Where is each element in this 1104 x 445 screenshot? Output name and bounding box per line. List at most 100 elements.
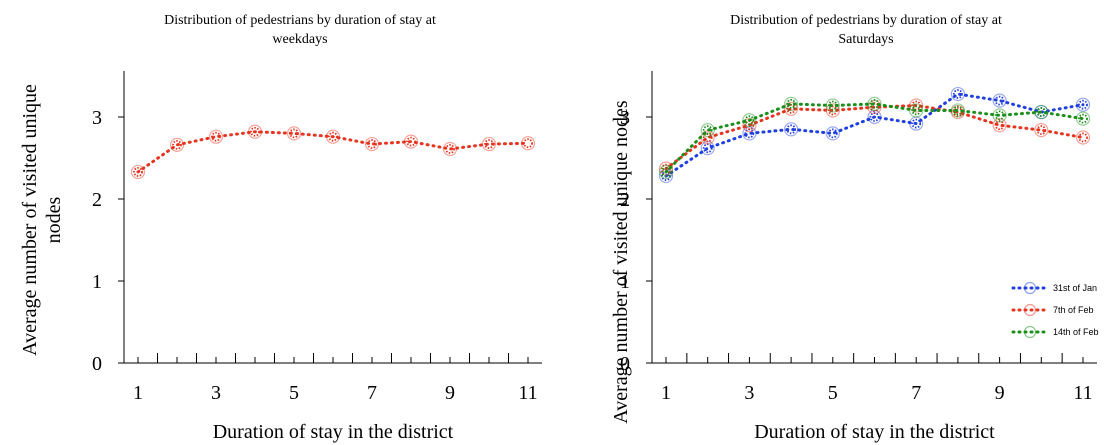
data-point xyxy=(742,126,757,141)
chart-title-line: Distribution of pedestrians by duration … xyxy=(730,13,1002,28)
data-point-inner xyxy=(869,98,880,109)
data-point xyxy=(950,86,966,102)
data-point-inner xyxy=(869,112,880,122)
data-point-inner xyxy=(994,95,1005,106)
legend-swatch-marker xyxy=(1023,303,1037,317)
chart-title-line: weekdays xyxy=(272,32,327,47)
data-point-inner xyxy=(1078,99,1088,110)
data-point-inner xyxy=(911,100,922,111)
data-point-inner xyxy=(250,126,260,137)
legend-swatch-marker xyxy=(1023,325,1037,339)
data-point-inner xyxy=(827,100,838,111)
data-point-inner xyxy=(786,98,796,109)
data-point xyxy=(325,129,341,144)
data-point xyxy=(1034,104,1049,120)
series-line xyxy=(136,130,530,174)
data-point xyxy=(825,98,840,113)
data-point-inner xyxy=(211,131,221,142)
data-point xyxy=(783,96,799,111)
data-point xyxy=(658,164,674,180)
x-tick-label: 7 xyxy=(911,382,921,404)
data-point-inner xyxy=(827,105,838,116)
data-point xyxy=(1034,123,1049,138)
data-point-inner xyxy=(702,143,713,154)
y-tick-label: 0 xyxy=(92,353,102,375)
x-tick-label: 5 xyxy=(289,382,299,404)
data-point-inner xyxy=(661,167,671,177)
data-point xyxy=(442,141,458,157)
data-point-inner xyxy=(289,128,299,139)
data-point xyxy=(825,126,840,141)
x-axis-label: Duration of stay in the district xyxy=(213,421,454,443)
data-point xyxy=(950,103,966,118)
data-point xyxy=(867,96,882,111)
data-point xyxy=(403,134,419,149)
data-point-inner xyxy=(911,105,922,116)
data-point-inner xyxy=(911,118,922,129)
chart-panel-1: Distribution of pedestrians by duration … xyxy=(19,13,542,443)
data-point xyxy=(364,136,380,152)
x-tick-label: 5 xyxy=(828,382,838,404)
x-tick-label: 11 xyxy=(1073,382,1092,404)
data-point xyxy=(247,124,263,139)
y-tick-label: 3 xyxy=(620,107,630,129)
series-1 xyxy=(658,86,1091,184)
data-point-inner xyxy=(827,128,838,139)
x-axis-label: Duration of stay in the district xyxy=(754,421,995,443)
y-axis-label: Average number of visited unique nodes xyxy=(610,100,632,424)
data-point xyxy=(1075,97,1091,112)
data-point-inner xyxy=(786,124,796,135)
data-point xyxy=(481,136,497,152)
x-tick-label: 11 xyxy=(518,382,537,404)
data-point xyxy=(909,116,924,131)
chart-panel-2: Distribution of pedestrians by duration … xyxy=(610,13,1099,443)
data-point-inner xyxy=(1078,132,1088,143)
data-point-inner xyxy=(523,138,533,149)
series-1 xyxy=(130,124,536,180)
data-point-inner xyxy=(1078,113,1088,124)
y-axis-label: Average number of visited unique xyxy=(19,84,41,356)
data-point xyxy=(783,122,799,137)
data-point xyxy=(1075,111,1091,126)
data-point xyxy=(130,164,146,180)
x-tick-label: 1 xyxy=(661,382,671,404)
series-line xyxy=(664,104,1085,171)
data-point-inner xyxy=(1036,107,1047,117)
x-tick-label: 3 xyxy=(744,382,754,404)
data-point xyxy=(909,98,924,113)
series-3 xyxy=(658,96,1091,180)
data-point-inner xyxy=(994,110,1005,121)
legend-label: 31st of Jan xyxy=(1053,283,1097,293)
y-tick-label: 3 xyxy=(92,107,102,129)
legend: 31st of Jan 7th of Feb 14th of Feb xyxy=(1011,281,1099,339)
data-point-inner xyxy=(328,131,338,142)
chart-title-line: Saturdays xyxy=(838,32,893,47)
legend-label: 7th of Feb xyxy=(1053,305,1094,315)
data-point-inner xyxy=(172,139,182,150)
data-point-inner xyxy=(406,136,416,147)
data-point-inner xyxy=(484,139,494,149)
data-point xyxy=(742,113,757,128)
y-tick-label: 0 xyxy=(620,353,630,375)
x-tick-label: 9 xyxy=(995,382,1005,404)
data-point xyxy=(992,93,1007,108)
y-tick-label: 1 xyxy=(92,271,102,293)
data-point xyxy=(700,123,715,138)
data-point-inner xyxy=(133,167,143,177)
series-line xyxy=(664,92,1085,178)
data-point-inner xyxy=(367,139,377,149)
x-tick-label: 9 xyxy=(445,382,455,404)
data-point xyxy=(783,101,799,116)
x-tick-label: 1 xyxy=(133,382,143,404)
data-point xyxy=(208,129,224,144)
legend-label: 14th of Feb xyxy=(1053,327,1099,337)
data-point xyxy=(992,108,1007,123)
legend-swatch-marker xyxy=(1023,281,1037,295)
data-point xyxy=(520,136,536,151)
data-point xyxy=(909,103,924,118)
data-point-inner xyxy=(702,125,713,136)
x-tick-label: 7 xyxy=(367,382,377,404)
data-point xyxy=(286,126,302,141)
data-point xyxy=(169,137,185,152)
x-tick-label: 3 xyxy=(211,382,221,404)
